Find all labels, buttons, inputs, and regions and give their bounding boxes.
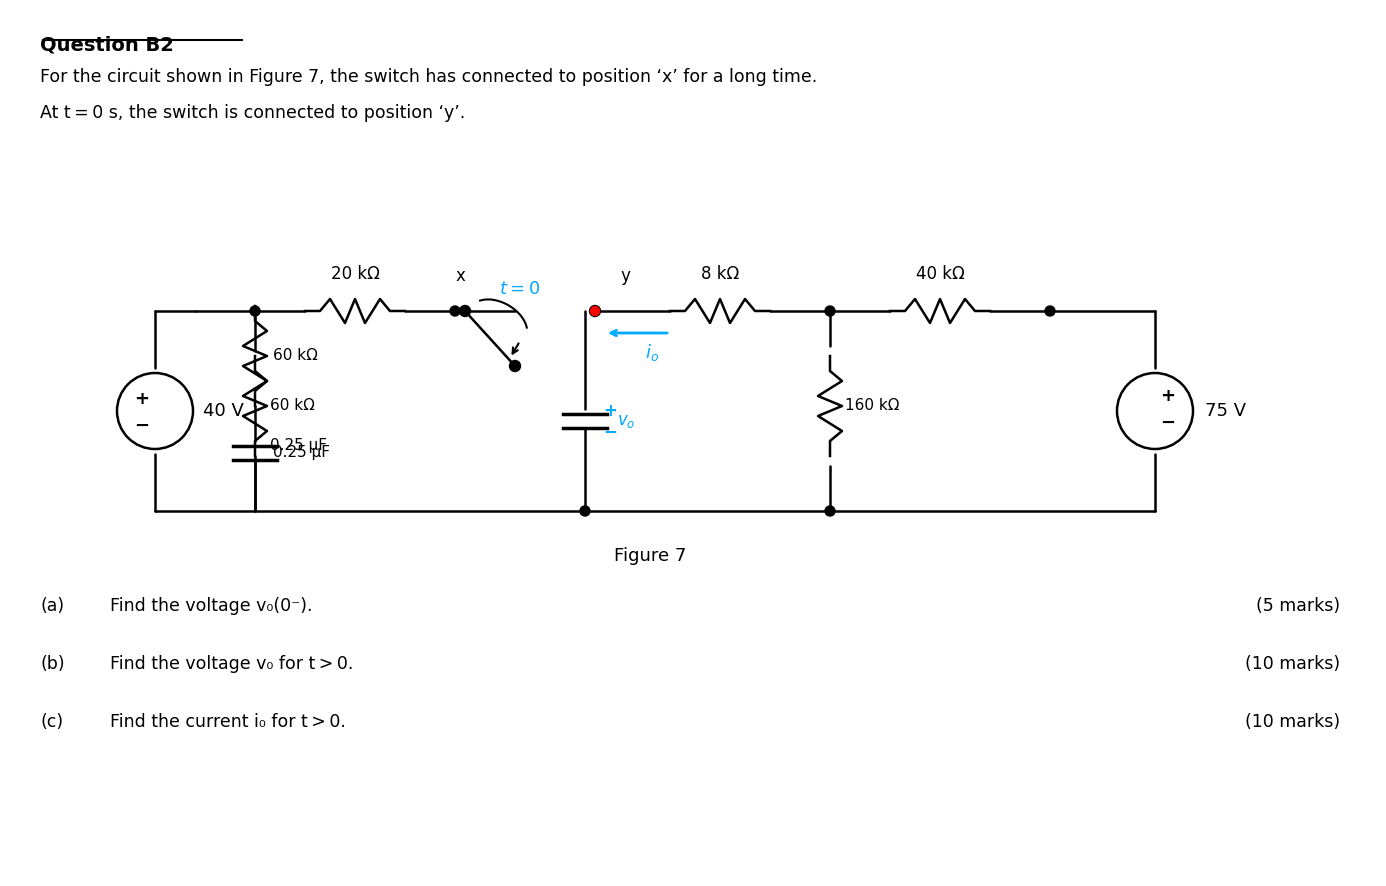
- Text: 0.25 μF: 0.25 μF: [270, 439, 327, 454]
- Circle shape: [510, 361, 521, 371]
- Circle shape: [1045, 306, 1055, 316]
- Text: 75 V: 75 V: [1204, 402, 1246, 420]
- Text: (10 marks): (10 marks): [1245, 655, 1340, 673]
- Text: Find the voltage v₀ for t > 0.: Find the voltage v₀ for t > 0.: [109, 655, 353, 673]
- Text: $t = 0$: $t = 0$: [499, 280, 541, 298]
- Text: $i_o$: $i_o$: [646, 343, 660, 363]
- Text: Question B2: Question B2: [40, 36, 173, 55]
- Circle shape: [825, 306, 834, 316]
- Text: (a): (a): [40, 597, 64, 615]
- Text: Find the current i₀ for t > 0.: Find the current i₀ for t > 0.: [109, 713, 346, 731]
- Circle shape: [460, 306, 470, 316]
- Circle shape: [249, 306, 261, 316]
- Text: y: y: [620, 267, 631, 285]
- Circle shape: [590, 307, 600, 315]
- Text: 40 V: 40 V: [202, 402, 244, 420]
- Text: (c): (c): [40, 713, 64, 731]
- Text: x: x: [455, 267, 464, 285]
- Text: Figure 7: Figure 7: [614, 547, 686, 565]
- Text: −: −: [1160, 414, 1175, 432]
- Text: $v_o$: $v_o$: [617, 412, 635, 430]
- Text: Find the voltage v₀(0⁻).: Find the voltage v₀(0⁻).: [109, 597, 312, 615]
- Text: +: +: [1160, 387, 1175, 405]
- Text: (5 marks): (5 marks): [1256, 597, 1340, 615]
- Text: (b): (b): [40, 655, 65, 673]
- Text: (10 marks): (10 marks): [1245, 713, 1340, 731]
- Text: +: +: [134, 390, 150, 408]
- Text: 60 kΩ: 60 kΩ: [270, 399, 315, 414]
- Text: 8 kΩ: 8 kΩ: [701, 265, 739, 283]
- Text: 0.25 μF: 0.25 μF: [273, 446, 330, 461]
- Text: 20 kΩ: 20 kΩ: [331, 265, 380, 283]
- Circle shape: [581, 507, 589, 516]
- Text: −: −: [603, 422, 617, 440]
- Circle shape: [825, 506, 834, 516]
- Circle shape: [579, 506, 590, 516]
- Text: 160 kΩ: 160 kΩ: [845, 399, 900, 414]
- Text: 40 kΩ: 40 kΩ: [916, 265, 965, 283]
- Text: For the circuit shown in Figure 7, the switch has connected to position ‘x’ for : For the circuit shown in Figure 7, the s…: [40, 68, 818, 86]
- Text: −: −: [134, 417, 150, 435]
- Text: 60 kΩ: 60 kΩ: [273, 348, 317, 363]
- Circle shape: [450, 306, 460, 316]
- Text: At t = 0 s, the switch is connected to position ‘y’.: At t = 0 s, the switch is connected to p…: [40, 104, 466, 122]
- Circle shape: [589, 306, 600, 316]
- Text: +: +: [603, 402, 617, 420]
